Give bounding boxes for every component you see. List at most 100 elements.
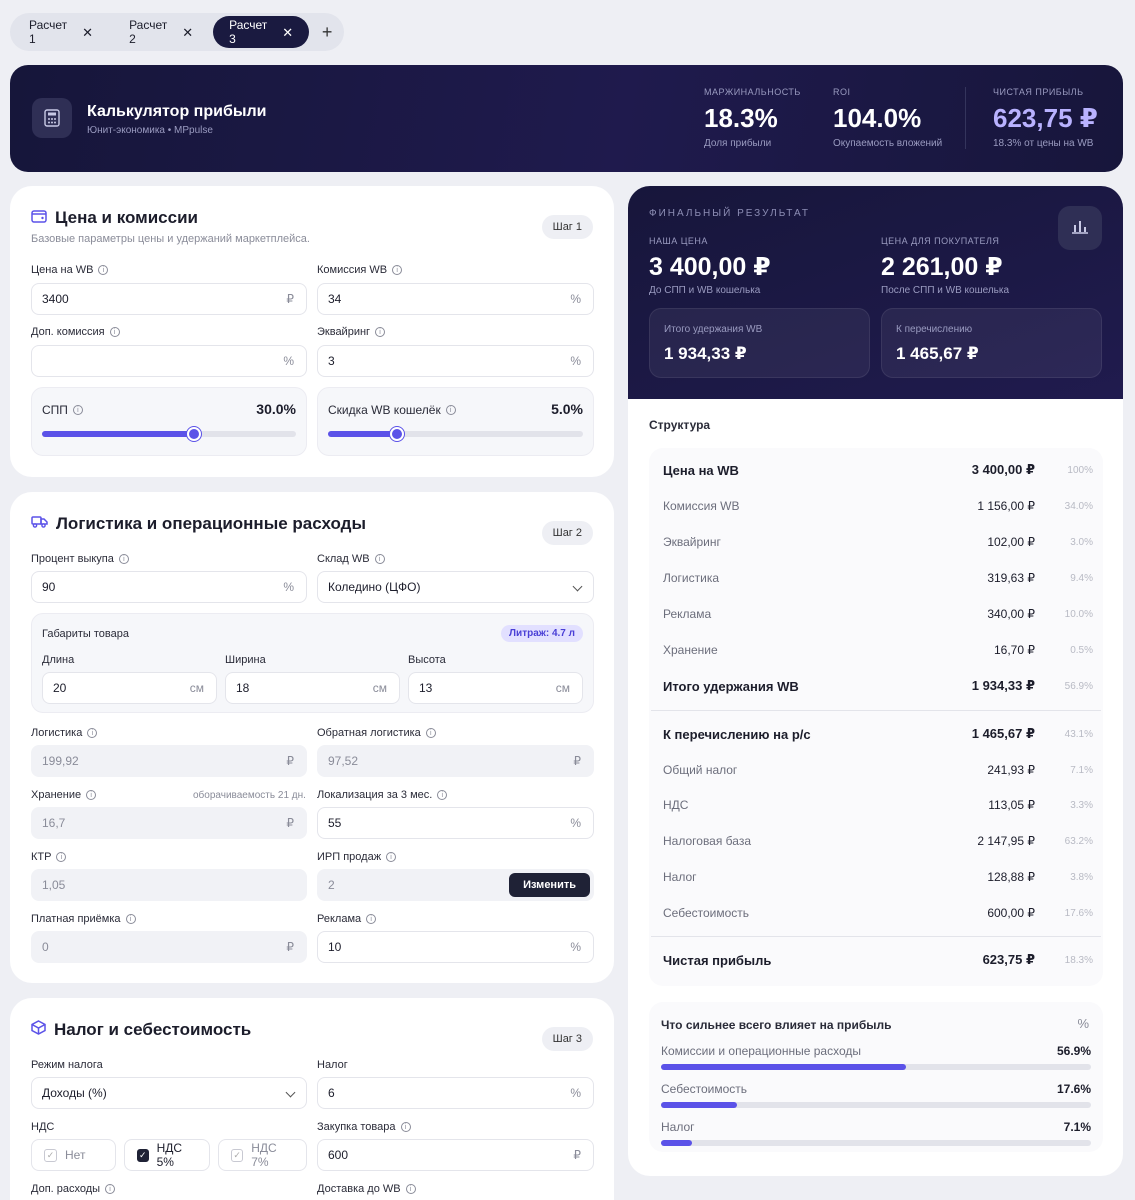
- info-icon[interactable]: i: [105, 1184, 116, 1194]
- spp-label: СПП i: [42, 403, 83, 417]
- info-icon[interactable]: i: [386, 852, 397, 862]
- storage-field: 16,7 ₽: [31, 807, 307, 839]
- vat-option-none[interactable]: ✓ Нет: [31, 1139, 116, 1171]
- vat-option-7[interactable]: ✓ НДС 7%: [218, 1139, 307, 1171]
- info-icon[interactable]: i: [375, 327, 386, 337]
- step-badge: Шаг 3: [541, 1027, 593, 1051]
- change-irp-button[interactable]: Изменить: [509, 873, 590, 897]
- wallet-label: Скидка WB кошелёк i: [328, 403, 456, 417]
- tax-regime-select[interactable]: Доходы (%): [31, 1077, 307, 1109]
- label-text: Доставка до WB: [317, 1183, 401, 1195]
- table-row: Налог 128,88 ₽ 3.8%: [663, 867, 1093, 887]
- checkbox[interactable]: ✓: [231, 1148, 244, 1162]
- close-icon[interactable]: ✕: [82, 24, 94, 40]
- close-icon[interactable]: ✕: [282, 24, 294, 40]
- slider-handle[interactable]: [187, 427, 202, 441]
- ads-input[interactable]: 10%: [317, 931, 594, 963]
- wallet-icon: [31, 209, 47, 228]
- truck-icon: [31, 515, 48, 533]
- input-value: 199,92: [42, 754, 79, 768]
- extra-costs-label: Доп. расходы i: [31, 1183, 116, 1195]
- input-value: 1,05: [42, 878, 66, 892]
- unit-label: см: [555, 681, 570, 695]
- info-icon[interactable]: i: [87, 728, 98, 738]
- input-value: 34: [328, 292, 342, 306]
- unit-label: %: [283, 354, 294, 368]
- info-icon[interactable]: i: [86, 790, 97, 800]
- info-icon[interactable]: i: [125, 914, 136, 924]
- checkbox[interactable]: ✓: [44, 1148, 57, 1162]
- chart-button[interactable]: [1058, 206, 1102, 250]
- price-card: Цена и комиссии Базовые параметры цены и…: [10, 186, 614, 477]
- result-caption: ФИНАЛЬНЫЙ РЕЗУЛЬТАТ: [649, 208, 811, 219]
- info-icon[interactable]: i: [118, 554, 129, 564]
- unit-label: %: [570, 292, 581, 306]
- info-icon[interactable]: i: [98, 265, 109, 275]
- info-icon[interactable]: i: [445, 405, 456, 415]
- length-input[interactable]: 20 см: [42, 672, 217, 704]
- tab-calc-3[interactable]: Расчет 3 ✕: [213, 16, 310, 48]
- buyout-input[interactable]: 90%: [31, 571, 307, 603]
- info-icon[interactable]: i: [56, 852, 67, 862]
- bar-chart-icon: [1071, 218, 1089, 239]
- unit-label: см: [189, 681, 204, 695]
- info-icon[interactable]: i: [109, 327, 120, 337]
- result-panel: ФИНАЛЬНЫЙ РЕЗУЛЬТАТ НАША ЦЕНА 3 400,00 ₽…: [628, 186, 1123, 1176]
- info-icon[interactable]: i: [405, 1184, 416, 1194]
- tax-input[interactable]: 6%: [317, 1077, 594, 1109]
- add-tab-button[interactable]: +: [321, 21, 333, 42]
- tab-calc-2[interactable]: Расчет 2 ✕: [113, 16, 209, 48]
- row-name: Налог: [663, 870, 697, 884]
- buyout-label: Процент выкупа i: [31, 553, 129, 565]
- app-title: Калькулятор прибыли: [87, 103, 267, 120]
- commission-input[interactable]: 34%: [317, 283, 594, 315]
- input-value: 18: [236, 681, 250, 695]
- table-row: Чистая прибыль 623,75 ₽ 18.3%: [663, 950, 1093, 970]
- info-icon[interactable]: i: [392, 265, 403, 275]
- commission-label: Комиссия WB i: [317, 264, 403, 276]
- width-input[interactable]: 18 см: [225, 672, 400, 704]
- localization-input[interactable]: 55%: [317, 807, 594, 839]
- info-icon[interactable]: i: [400, 1122, 411, 1132]
- impact-bar-fill: [661, 1102, 737, 1108]
- unit-label: ₽: [573, 754, 581, 768]
- table-row: Комиссия WB 1 156,00 ₽ 34.0%: [663, 496, 1093, 516]
- wallet-value: 5.0%: [551, 401, 583, 417]
- row-percent: 100%: [1067, 464, 1093, 476]
- tab-calc-1[interactable]: Расчет 1 ✕: [13, 16, 109, 48]
- logistics-value-field: 199,92 ₽: [31, 745, 307, 777]
- our-price-sub: До СПП и WB кошелька: [649, 285, 761, 296]
- acquiring-input[interactable]: 3%: [317, 345, 594, 377]
- table-row: Общий налог 241,93 ₽ 7.1%: [663, 760, 1093, 780]
- kpi-value: 623,75 ₽: [993, 103, 1098, 133]
- select-value: Коледино (ЦФО): [328, 580, 421, 594]
- purchase-input[interactable]: 600 ₽: [317, 1139, 594, 1171]
- impact-title: Что сильнее всего влияет на прибыль: [661, 1018, 892, 1032]
- info-icon[interactable]: i: [374, 554, 385, 564]
- checkbox[interactable]: ✓: [137, 1148, 149, 1162]
- warehouse-select[interactable]: Коледино (ЦФО): [317, 571, 594, 603]
- calculator-icon: [32, 98, 72, 138]
- row-amount: 102,00 ₽: [987, 535, 1035, 549]
- close-icon[interactable]: ✕: [182, 24, 194, 40]
- info-icon[interactable]: i: [425, 728, 436, 738]
- slider-handle[interactable]: [389, 427, 404, 441]
- info-icon[interactable]: i: [366, 914, 377, 924]
- unit-label: ₽: [286, 940, 294, 954]
- price-input[interactable]: 3400 ₽: [31, 283, 307, 315]
- our-price-value: 3 400,00 ₽: [649, 253, 771, 281]
- result-summary: ФИНАЛЬНЫЙ РЕЗУЛЬТАТ НАША ЦЕНА 3 400,00 ₽…: [628, 186, 1123, 399]
- height-input[interactable]: 13 см: [408, 672, 583, 704]
- vat-option-5[interactable]: ✓ НДС 5%: [124, 1139, 210, 1171]
- row-name: Реклама: [663, 607, 712, 621]
- impact-label: Комиссии и операционные расходы: [661, 1044, 861, 1058]
- info-icon[interactable]: i: [72, 405, 83, 415]
- wallet-slider[interactable]: [328, 427, 583, 441]
- spp-slider[interactable]: [42, 427, 296, 441]
- kpi-margin: МАРЖИНАЛЬНОСТЬ 18.3% Доля прибыли: [704, 87, 801, 149]
- row-amount: 1 465,67 ₽: [971, 726, 1035, 741]
- row-name: Комиссия WB: [663, 499, 740, 513]
- card-title: Цена и комиссии: [55, 208, 198, 227]
- extra-commission-input[interactable]: %: [31, 345, 307, 377]
- info-icon[interactable]: i: [437, 790, 448, 800]
